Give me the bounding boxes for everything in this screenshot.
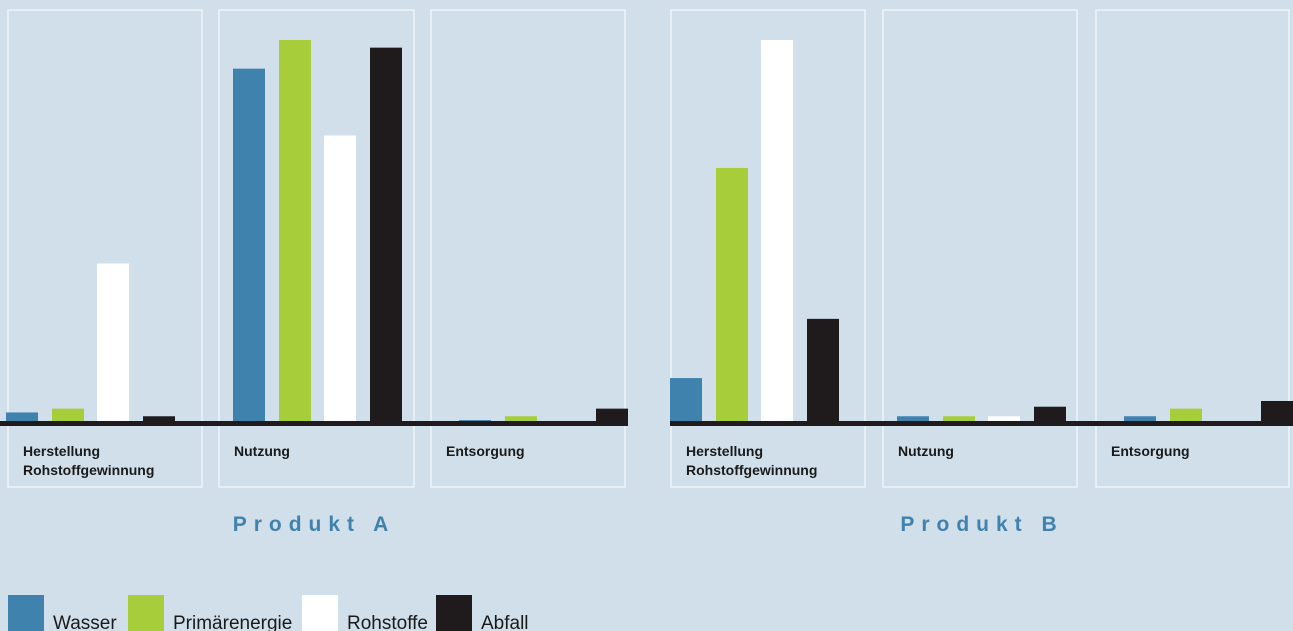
phase-label: Herstellung Rohstoffgewinnung xyxy=(686,443,817,478)
bar-primärenergie xyxy=(505,416,537,422)
bar-wasser xyxy=(1124,416,1156,422)
phase-label: Entsorgung xyxy=(446,443,525,459)
phase-panel-frame xyxy=(430,9,626,488)
bar-primärenergie xyxy=(943,416,975,422)
bar-primärenergie xyxy=(1170,408,1202,422)
bar-abfall xyxy=(1261,400,1293,422)
legend-swatch-rohstoffe xyxy=(302,595,338,631)
chart-layer: Herstellung Rohstoffgewinnung Nutzung Entso… xyxy=(0,9,1293,536)
bar-rohstoffe xyxy=(97,263,129,422)
x-axis-baseline xyxy=(670,421,1293,426)
x-axis-baseline xyxy=(0,421,628,426)
bar-rohstoffe xyxy=(324,135,356,422)
bar-wasser xyxy=(897,416,929,422)
phase-panel-frame xyxy=(1095,9,1290,488)
legend-swatch-abfall xyxy=(436,595,472,631)
legend-swatch-primärenergie xyxy=(128,595,164,631)
legend: Wasser Primärenergie Rohstoffe Abfall xyxy=(8,595,529,631)
legend-label: Wasser xyxy=(53,613,117,631)
bar-wasser xyxy=(6,412,38,422)
phase-panel-frame xyxy=(7,9,203,488)
product-title: Produkt A xyxy=(233,513,396,536)
bar-abfall xyxy=(807,318,839,422)
product-title: Produkt B xyxy=(900,513,1063,536)
phase-label: Nutzung xyxy=(898,443,954,459)
phase-panel-frame xyxy=(218,9,415,488)
bar-primärenergie xyxy=(279,40,311,422)
bar-wasser xyxy=(670,378,702,422)
bar-primärenergie xyxy=(716,167,748,422)
bar-abfall xyxy=(1034,406,1066,422)
bar-abfall xyxy=(370,47,402,422)
phase-panel-frame xyxy=(882,9,1078,488)
bar-abfall xyxy=(596,408,628,422)
legend-label: Abfall xyxy=(481,613,529,631)
legend-label: Primärenergie xyxy=(173,613,292,631)
phase-label: Herstellung Rohstoffgewinnung xyxy=(23,443,154,478)
bar-rohstoffe xyxy=(988,416,1020,422)
phase-panel-frame xyxy=(670,9,866,488)
bar-wasser xyxy=(233,68,265,423)
legend-swatch-wasser xyxy=(8,595,44,631)
bar-rohstoffe xyxy=(761,40,793,422)
legend-label: Rohstoffe xyxy=(347,613,428,631)
bar-primärenergie xyxy=(52,408,84,422)
bar-abfall xyxy=(143,416,175,422)
phase-label: Entsorgung xyxy=(1111,443,1190,459)
phase-label: Nutzung xyxy=(234,443,290,459)
